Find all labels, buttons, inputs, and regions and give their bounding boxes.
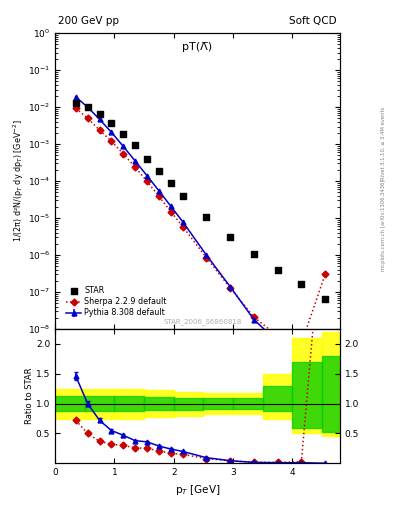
Text: Rivet 3.1.10, ≥ 3.4M events: Rivet 3.1.10, ≥ 3.4M events	[381, 106, 386, 180]
STAR	[108, 119, 114, 127]
Sherpa 2.2.9 default	[97, 127, 102, 133]
Sherpa 2.2.9 default	[180, 223, 185, 229]
Sherpa 2.2.9 default	[121, 151, 126, 157]
STAR	[203, 213, 209, 221]
Sherpa 2.2.9 default	[204, 254, 209, 261]
Text: pT(Λ̅): pT(Λ̅)	[182, 42, 213, 52]
Sherpa 2.2.9 default	[252, 314, 256, 320]
Line: Sherpa 2.2.9 default: Sherpa 2.2.9 default	[73, 106, 327, 346]
STAR	[251, 249, 257, 258]
STAR	[96, 110, 103, 118]
STAR	[227, 233, 233, 241]
Legend: STAR, Sherpa 2.2.9 default, Pythia 8.308 default: STAR, Sherpa 2.2.9 default, Pythia 8.308…	[65, 285, 168, 319]
STAR	[144, 155, 150, 163]
STAR	[274, 266, 281, 274]
Sherpa 2.2.9 default	[275, 333, 280, 339]
Text: 200 GeV pp: 200 GeV pp	[58, 16, 119, 26]
Text: STAR_2006_S6860818: STAR_2006_S6860818	[164, 318, 242, 325]
Text: mcplots.cern.ch [arXiv:1306.3436]: mcplots.cern.ch [arXiv:1306.3436]	[381, 180, 386, 271]
STAR	[322, 295, 328, 303]
Sherpa 2.2.9 default	[73, 105, 78, 111]
STAR	[168, 179, 174, 187]
Sherpa 2.2.9 default	[109, 138, 114, 144]
STAR	[73, 99, 79, 107]
STAR	[120, 130, 127, 138]
X-axis label: p$_T$ [GeV]: p$_T$ [GeV]	[175, 483, 220, 497]
Sherpa 2.2.9 default	[228, 285, 233, 291]
Sherpa 2.2.9 default	[156, 193, 161, 199]
Sherpa 2.2.9 default	[85, 115, 90, 121]
Sherpa 2.2.9 default	[133, 164, 138, 170]
STAR	[156, 167, 162, 175]
STAR	[298, 281, 305, 289]
Y-axis label: 1/(2π) d²N/(p$_T$ dy dp$_T$) [GeV$^{-2}$]: 1/(2π) d²N/(p$_T$ dy dp$_T$) [GeV$^{-2}$…	[12, 120, 26, 243]
Sherpa 2.2.9 default	[299, 340, 304, 347]
STAR	[132, 141, 138, 150]
Y-axis label: Ratio to STAR: Ratio to STAR	[26, 368, 35, 424]
Sherpa 2.2.9 default	[145, 178, 149, 184]
Sherpa 2.2.9 default	[323, 271, 327, 278]
STAR	[180, 191, 186, 200]
STAR	[84, 103, 91, 111]
Sherpa 2.2.9 default	[169, 208, 173, 215]
Text: Soft QCD: Soft QCD	[290, 16, 337, 26]
